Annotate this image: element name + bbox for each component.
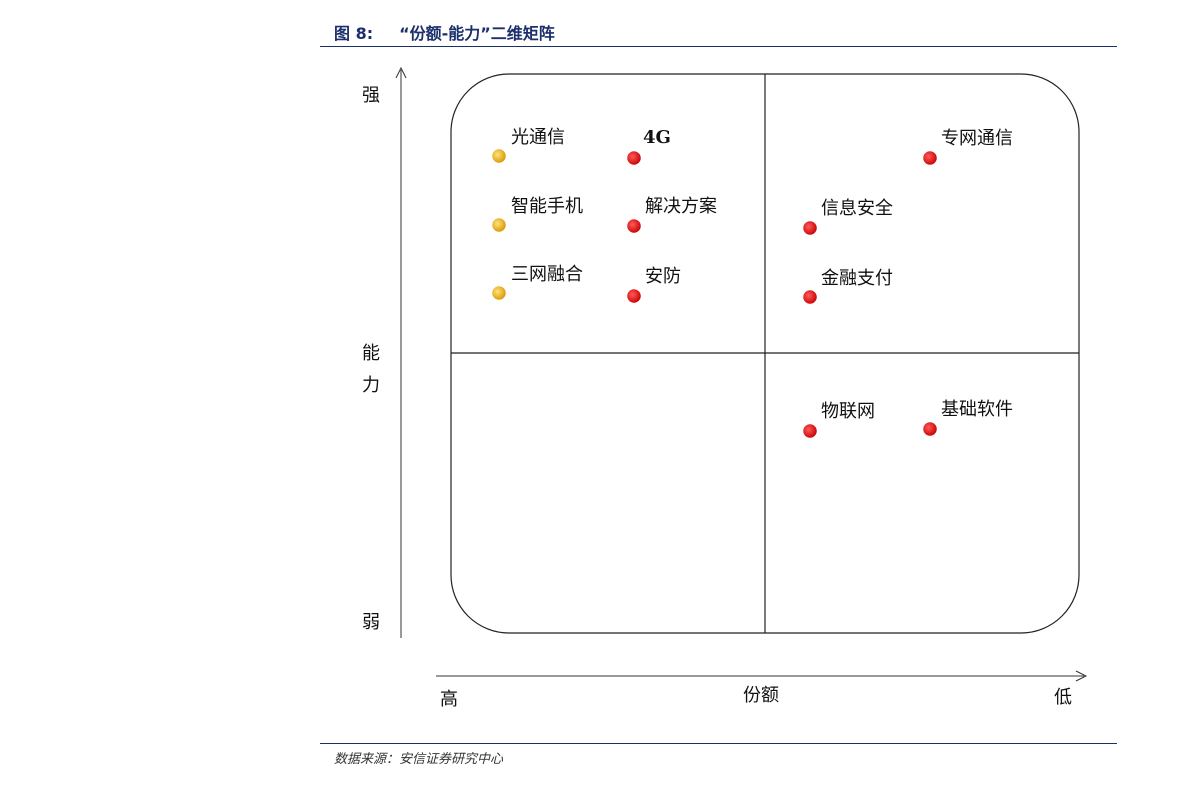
dot-red xyxy=(625,149,643,167)
y-axis-arrow xyxy=(395,66,407,79)
x-axis-right-label: 低 xyxy=(1054,687,1072,708)
item-label: 专网通信 xyxy=(941,128,1013,149)
x-axis-arrow xyxy=(1075,670,1088,682)
item-label: 4G xyxy=(643,127,671,148)
item-label: 光通信 xyxy=(511,127,565,148)
y-axis-label-char-2: 力 xyxy=(362,375,380,396)
item-label: 三网融合 xyxy=(511,264,583,285)
figure-title: 图 8: “份额-能力”二维矩阵 xyxy=(334,20,555,44)
x-axis-left-label: 高 xyxy=(440,689,458,710)
dot-red xyxy=(801,422,819,440)
dot-red xyxy=(921,420,939,438)
item-label: 基础软件 xyxy=(941,399,1013,420)
footer-rule xyxy=(320,743,1117,744)
y-axis-bottom-label: 弱 xyxy=(362,612,380,633)
item-label: 金融支付 xyxy=(821,268,893,289)
dot-red xyxy=(801,288,819,306)
item-label: 解决方案 xyxy=(645,196,717,217)
dot-red xyxy=(625,217,643,235)
x-axis-label: 份额 xyxy=(743,685,779,706)
source-note: 数据来源：安信证券研究中心 xyxy=(334,752,504,767)
item-label: 信息安全 xyxy=(821,198,893,219)
quadrant-top-left: 光通信 4G 智能手机 解决方案 三网融合 安防 xyxy=(490,127,717,305)
dot-yellow xyxy=(490,284,508,302)
title-rule xyxy=(320,46,1117,47)
quadrant-top-right: 专网通信 信息安全 金融支付 xyxy=(801,128,1013,306)
dot-yellow xyxy=(490,216,508,234)
item-label: 物联网 xyxy=(821,401,875,422)
quadrant-bottom-right: 物联网 基础软件 xyxy=(801,399,1013,440)
y-axis-label-char-1: 能 xyxy=(362,343,380,364)
dot-red xyxy=(921,149,939,167)
figure-title-text: “份额-能力”二维矩阵 xyxy=(399,24,555,43)
figure-number: 图 8: xyxy=(334,24,374,43)
dot-yellow xyxy=(490,147,508,165)
dot-red xyxy=(625,287,643,305)
y-axis-top-label: 强 xyxy=(362,85,380,106)
dot-red xyxy=(801,219,819,237)
item-label: 安防 xyxy=(645,266,681,287)
item-label: 智能手机 xyxy=(511,196,583,217)
